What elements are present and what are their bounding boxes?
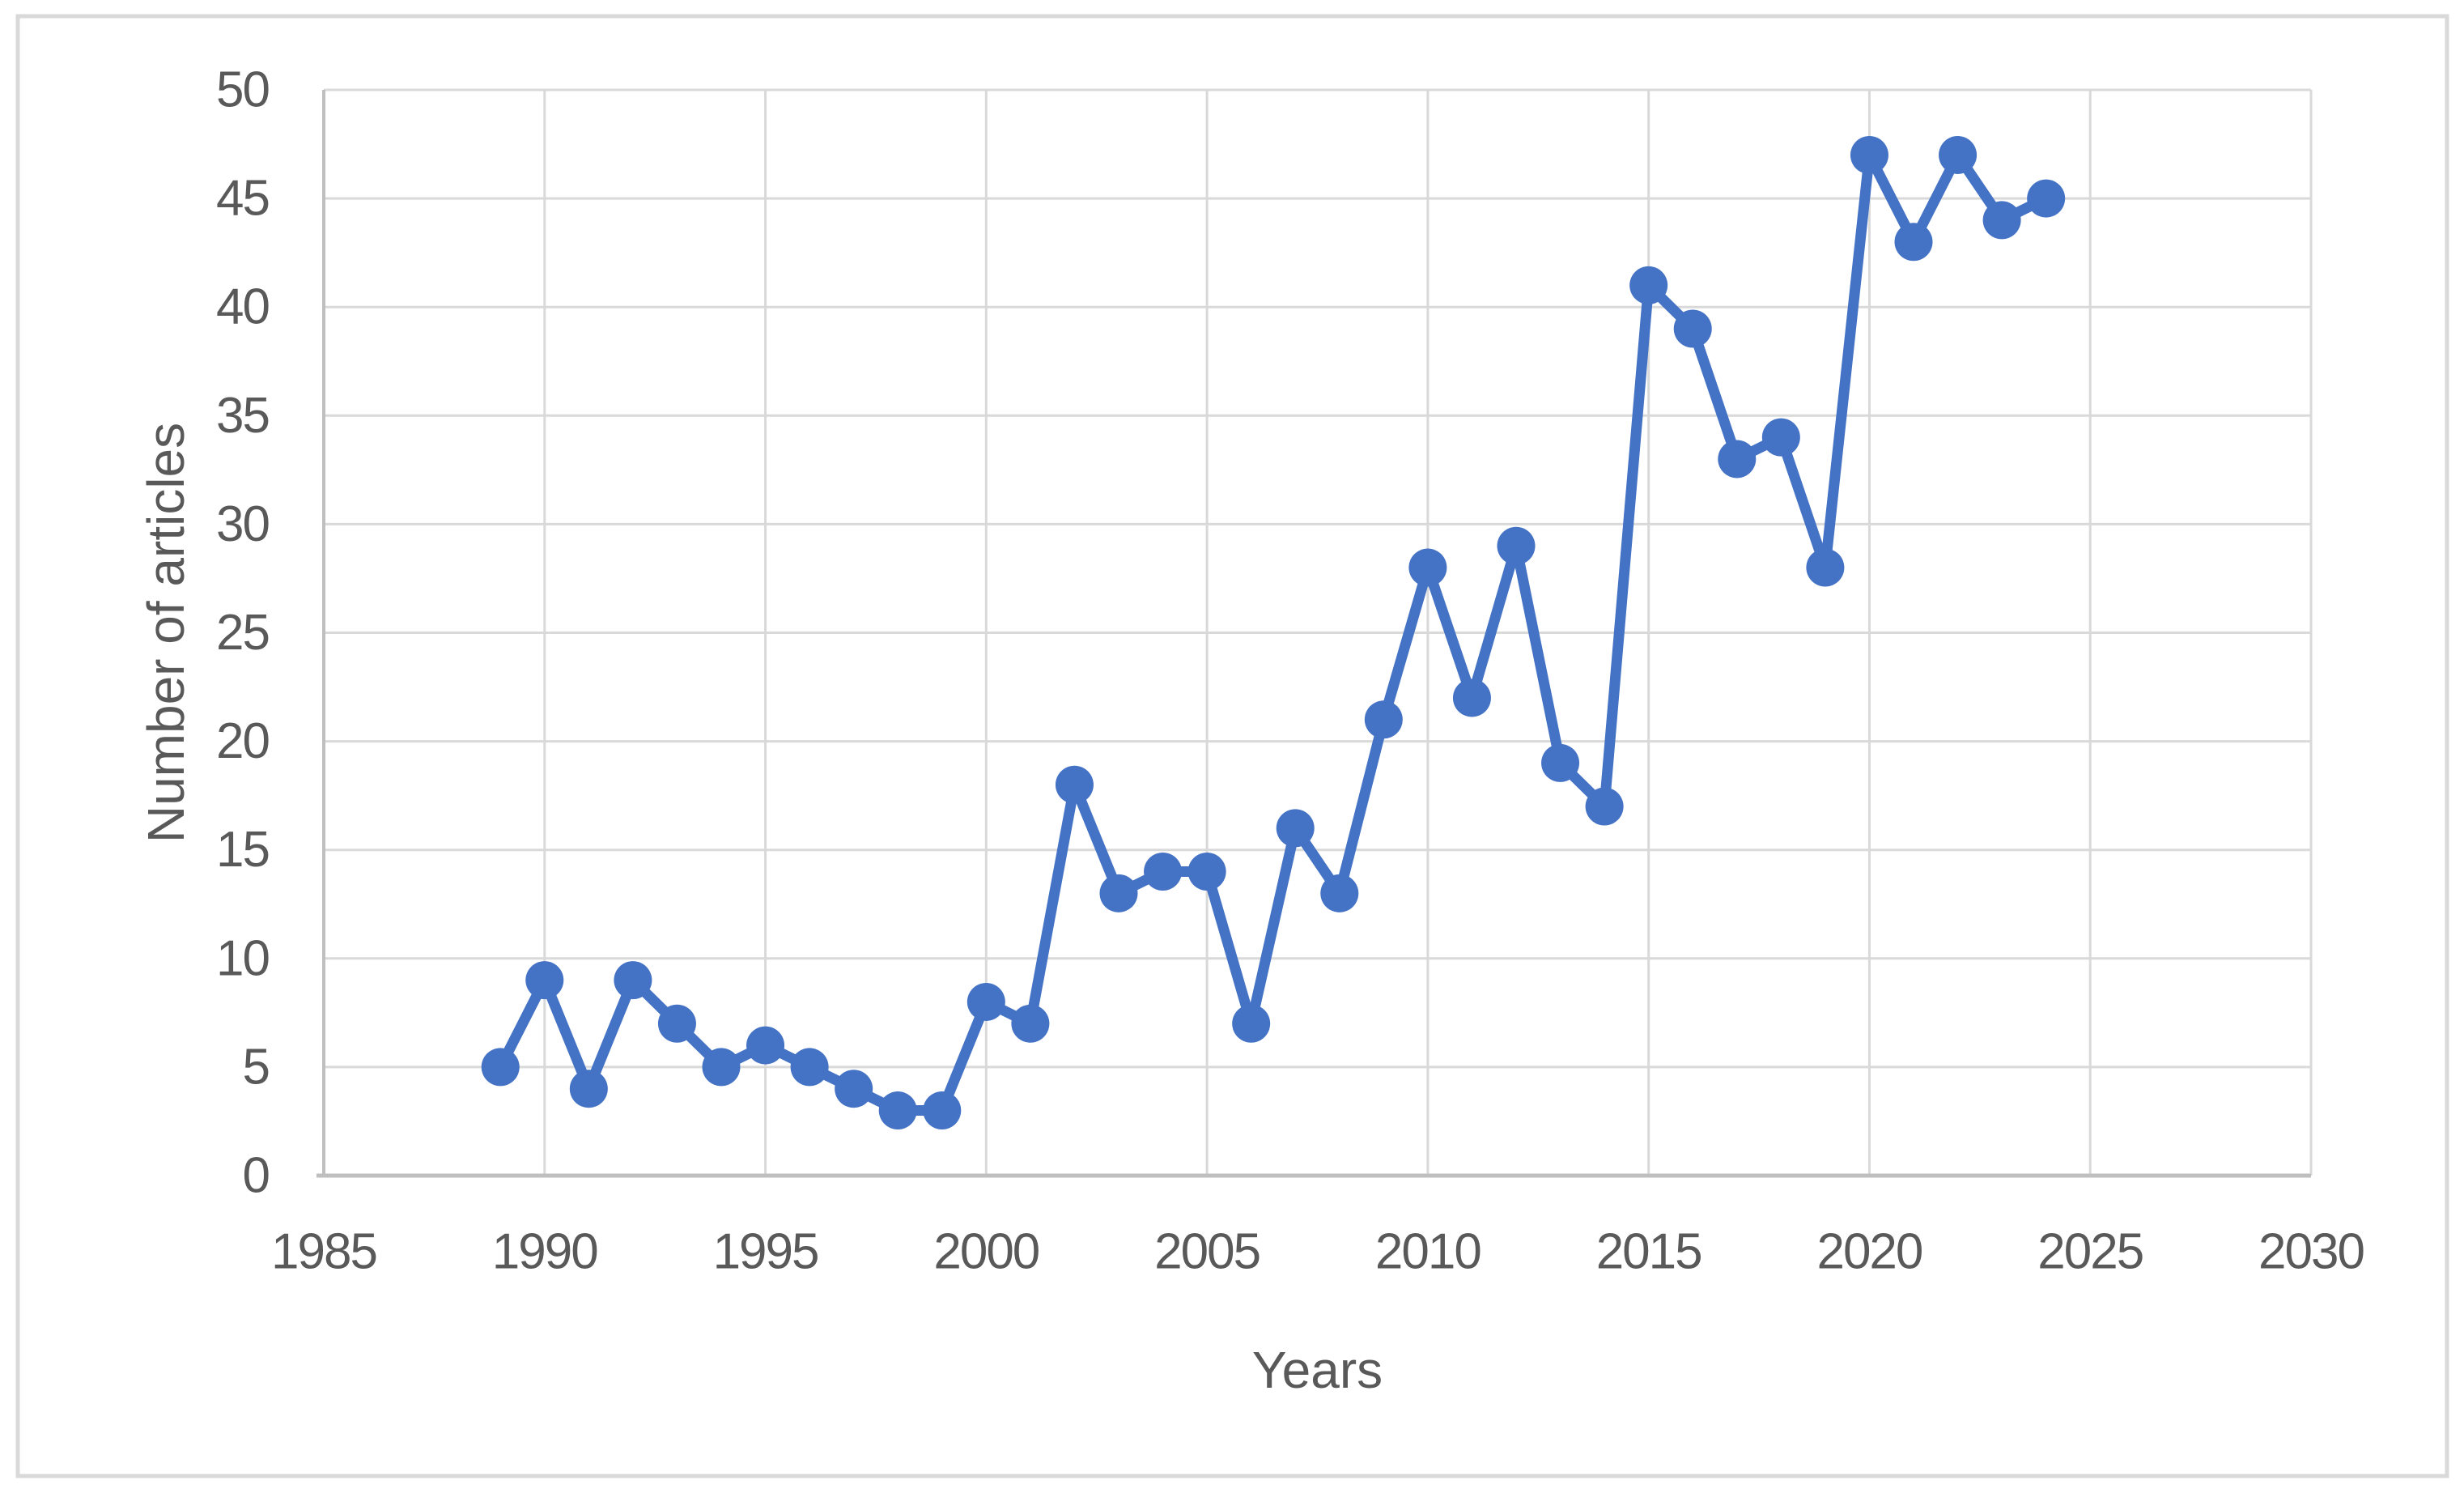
y-tick-label: 5 <box>243 1039 269 1095</box>
y-tick-label: 35 <box>216 388 269 444</box>
data-point-marker <box>1894 223 1933 262</box>
y-tick-label: 45 <box>216 171 269 227</box>
data-point-marker <box>878 1091 917 1130</box>
y-axis-tick-labels: 0 5 10 15 20 25 30 35 40 45 50 <box>216 62 270 1204</box>
data-point-marker <box>1982 201 2021 240</box>
y-tick-label: 10 <box>216 930 269 986</box>
data-point-marker <box>1718 440 1757 479</box>
data-point-marker <box>1320 874 1359 912</box>
data-point-marker <box>1761 418 1800 457</box>
data-point-marker <box>1497 526 1536 565</box>
y-tick-label: 40 <box>216 279 269 335</box>
x-tick-label: 2000 <box>933 1224 1039 1280</box>
x-tick-label: 2030 <box>2258 1224 2364 1280</box>
data-point-marker <box>1585 787 1624 826</box>
data-point-marker <box>569 1070 608 1108</box>
data-point-marker <box>1099 874 1138 912</box>
x-tick-label: 1990 <box>492 1224 597 1280</box>
data-point-marker <box>1629 266 1668 304</box>
data-point-marker <box>1187 853 1226 891</box>
data-point-marker <box>614 961 652 1000</box>
y-tick-label: 20 <box>216 713 269 769</box>
x-tick-label: 2020 <box>1816 1224 1922 1280</box>
y-tick-label: 0 <box>243 1148 270 1204</box>
x-tick-label: 2010 <box>1375 1224 1481 1280</box>
gridlines-group <box>324 88 2313 1176</box>
data-point-marker <box>1011 1004 1050 1043</box>
data-point-marker <box>481 1048 520 1087</box>
data-point-marker <box>1452 678 1491 717</box>
x-tick-label: 2015 <box>1596 1224 1701 1280</box>
data-point-marker <box>746 1026 785 1065</box>
x-tick-label: 2005 <box>1154 1224 1260 1280</box>
data-point-marker <box>966 982 1005 1021</box>
figure-border <box>15 14 2449 1478</box>
data-point-marker <box>1541 743 1580 782</box>
data-point-marker <box>790 1048 829 1087</box>
data-point-marker <box>1144 853 1183 891</box>
data-point-marker <box>1673 309 1712 348</box>
y-tick-label: 30 <box>216 496 269 552</box>
data-point-marker <box>1232 1004 1271 1043</box>
data-point-marker <box>525 961 564 1000</box>
data-point-marker <box>657 1004 696 1043</box>
x-axis-title: Years <box>1252 1341 1383 1399</box>
data-point-marker <box>923 1091 962 1130</box>
series-group <box>481 135 2066 1130</box>
y-tick-label: 15 <box>216 822 269 878</box>
data-point-marker <box>835 1070 873 1108</box>
data-point-marker <box>1364 700 1403 739</box>
x-axis-tick-labels: 1985 1990 1995 2000 2005 2010 2015 2020 2025 2030 <box>271 1224 2365 1280</box>
data-point-marker <box>702 1048 741 1087</box>
x-tick-label: 2025 <box>2037 1224 2143 1280</box>
y-tick-label: 50 <box>216 62 269 118</box>
x-tick-label: 1995 <box>713 1224 818 1280</box>
data-point-marker <box>1939 135 1978 174</box>
data-point-marker <box>1408 548 1447 587</box>
y-axis-title: Number of articles <box>137 423 195 843</box>
data-point-marker <box>1276 809 1315 848</box>
y-tick-label: 25 <box>216 605 269 661</box>
x-tick-label: 1985 <box>271 1224 376 1280</box>
data-point-marker <box>1850 135 1888 174</box>
data-point-marker <box>2027 179 2066 218</box>
data-point-marker <box>1055 765 1094 804</box>
axes-group <box>316 90 2311 1178</box>
data-point-marker <box>1806 548 1845 587</box>
